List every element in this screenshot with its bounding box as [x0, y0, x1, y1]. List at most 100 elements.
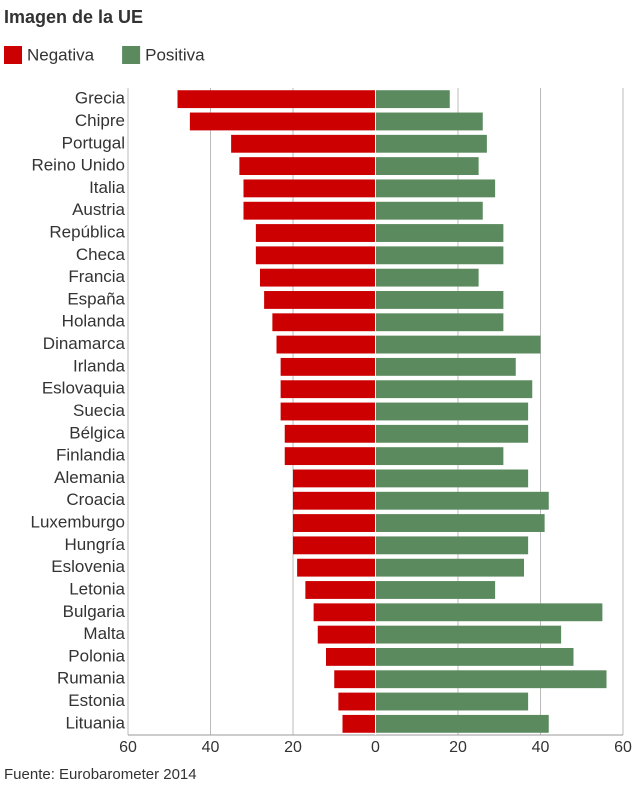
bar: [280, 357, 376, 376]
bar: [317, 625, 376, 644]
bar: [280, 402, 376, 421]
y-tick-label: Reino Unido: [31, 156, 125, 175]
bar: [264, 291, 376, 309]
bar: [375, 157, 479, 176]
bar: [375, 603, 603, 622]
y-tick-label: Luxemburgo: [30, 513, 125, 532]
y-tick-label: Irlanda: [73, 356, 126, 375]
x-tick-label: 0: [371, 739, 380, 756]
bar: [255, 246, 376, 265]
y-tick-label: Eslovenia: [51, 557, 125, 576]
bar: [375, 558, 524, 577]
bar: [293, 469, 376, 488]
bar: [375, 491, 549, 510]
bar: [375, 112, 483, 131]
y-tick-label: España: [67, 289, 125, 308]
bar: [375, 313, 504, 332]
y-tick-label: Austria: [72, 200, 125, 219]
bar: [375, 536, 529, 555]
bar: [297, 558, 376, 577]
bar: [284, 424, 376, 443]
bar: [276, 335, 376, 354]
x-tick-label: 40: [202, 739, 220, 756]
bar: [239, 157, 376, 176]
y-tick-label: Croacia: [66, 490, 125, 509]
y-tick-label: República: [49, 223, 125, 242]
bar: [189, 112, 376, 131]
bar: [375, 291, 504, 309]
y-tick-label: Francia: [68, 267, 125, 286]
bar: [375, 90, 450, 109]
bar: [338, 692, 376, 711]
y-tick-label: Finlandia: [56, 446, 126, 465]
bar: [375, 581, 496, 599]
bar: [375, 179, 496, 198]
y-tick-label: Suecia: [73, 401, 126, 420]
y-tick-label: Bulgaria: [63, 602, 126, 621]
bar: [375, 201, 483, 220]
y-tick-label: Grecia: [75, 89, 126, 108]
source: Fuente: Eurobarometer 2014: [4, 766, 197, 783]
bar: [375, 625, 562, 644]
y-tick-label: Italia: [89, 178, 125, 197]
y-tick-label: Holanda: [62, 312, 126, 331]
bar: [260, 268, 376, 287]
bar: [375, 469, 529, 488]
bar: [293, 536, 376, 555]
y-tick-label: Hungría: [65, 535, 126, 554]
bar: [375, 424, 529, 443]
bar: [293, 491, 376, 510]
x-tick-label: 20: [284, 739, 302, 756]
y-tick-label: Alemania: [54, 468, 125, 487]
bar: [293, 514, 376, 532]
bar: [334, 670, 376, 689]
y-tick-label: Portugal: [62, 133, 125, 152]
bar: [231, 134, 376, 153]
bar: [375, 335, 541, 354]
bar: [243, 179, 376, 198]
chart-title: Imagen de la UE: [4, 7, 143, 27]
y-tick-label: Malta: [83, 624, 125, 643]
y-tick-label: Letonia: [69, 579, 125, 598]
bar: [375, 514, 545, 532]
bar: [280, 380, 376, 399]
bar: [284, 447, 376, 466]
y-tick-label: Dinamarca: [43, 334, 126, 353]
bar: [313, 603, 376, 622]
bar: [375, 268, 479, 287]
bar: [305, 581, 376, 599]
bar: [375, 380, 533, 399]
legend-label: Negativa: [27, 45, 95, 64]
bar: [375, 224, 504, 242]
bar: [375, 134, 487, 153]
y-tick-label: Chipre: [75, 111, 125, 130]
y-tick-label: Lituania: [65, 713, 125, 732]
bar: [375, 692, 529, 711]
legend-swatch: [4, 46, 22, 64]
bar: [375, 647, 574, 666]
y-tick-label: Eslovaquia: [42, 379, 126, 398]
y-tick-label: Rumania: [57, 669, 126, 688]
y-tick-label: Estonia: [68, 691, 125, 710]
bar: [255, 224, 376, 242]
bar: [375, 714, 549, 733]
bar: [375, 447, 504, 466]
legend-swatch: [122, 46, 141, 64]
bar: [177, 90, 376, 109]
y-tick-label: Polonia: [68, 646, 125, 665]
bar: [243, 201, 376, 220]
bar: [272, 313, 376, 332]
bar: [342, 714, 376, 733]
bar: [375, 670, 607, 689]
bar: [375, 402, 529, 421]
y-tick-label: Bélgica: [69, 423, 125, 442]
x-tick-label: 60: [614, 739, 632, 756]
x-tick-label: 20: [449, 739, 467, 756]
bar: [375, 357, 516, 376]
bar: [326, 647, 376, 666]
y-tick-label: Checa: [76, 245, 126, 264]
legend-label: Positiva: [145, 45, 205, 64]
x-tick-label: 40: [532, 739, 550, 756]
bar: [375, 246, 504, 265]
